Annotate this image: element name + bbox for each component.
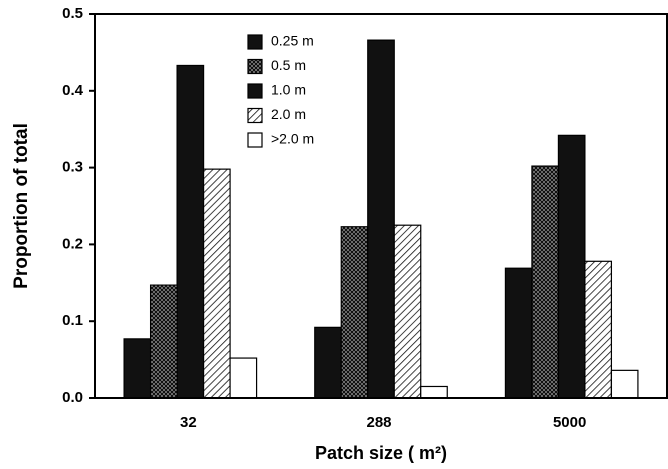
legend-label: 0.25 m bbox=[271, 33, 314, 49]
legend-swatch bbox=[247, 58, 263, 75]
legend-swatch bbox=[247, 132, 263, 148]
bar bbox=[557, 134, 586, 399]
bar bbox=[610, 369, 639, 399]
bar bbox=[314, 326, 342, 399]
plot-frame bbox=[94, 13, 668, 399]
x-axis-label: Patch size ( m²) bbox=[315, 443, 447, 463]
y-tick-label: 0.3 bbox=[62, 159, 83, 176]
bar bbox=[367, 39, 395, 399]
legend-swatch bbox=[247, 107, 263, 124]
legend-label: 2.0 m bbox=[271, 106, 306, 122]
bar bbox=[531, 165, 560, 399]
x-tick-label: 288 bbox=[366, 414, 391, 431]
legend-swatch bbox=[247, 83, 263, 99]
y-tick-label: 0.1 bbox=[62, 312, 83, 329]
legend-label: 1.0 m bbox=[271, 82, 306, 98]
legend-label: 0.5 m bbox=[271, 57, 306, 73]
y-tick-label: 0.2 bbox=[62, 235, 83, 252]
bar bbox=[123, 338, 152, 399]
bar bbox=[340, 226, 369, 399]
bar bbox=[176, 64, 205, 399]
bar bbox=[229, 357, 258, 399]
legend-label: >2.0 m bbox=[271, 131, 314, 147]
bar bbox=[420, 385, 448, 399]
x-tick-label: 32 bbox=[180, 414, 197, 431]
x-tick-label: 5000 bbox=[553, 414, 586, 431]
y-tick-label: 0.4 bbox=[62, 82, 84, 99]
legend-swatch bbox=[247, 34, 263, 50]
bar bbox=[504, 267, 533, 399]
bar bbox=[584, 260, 613, 399]
bar bbox=[202, 168, 231, 399]
y-tick-label: 0.0 bbox=[62, 389, 83, 406]
y-tick-label: 0.5 bbox=[62, 5, 83, 22]
bar bbox=[149, 284, 178, 399]
y-axis-label: Proportion of total bbox=[11, 123, 32, 289]
bar bbox=[393, 224, 422, 399]
